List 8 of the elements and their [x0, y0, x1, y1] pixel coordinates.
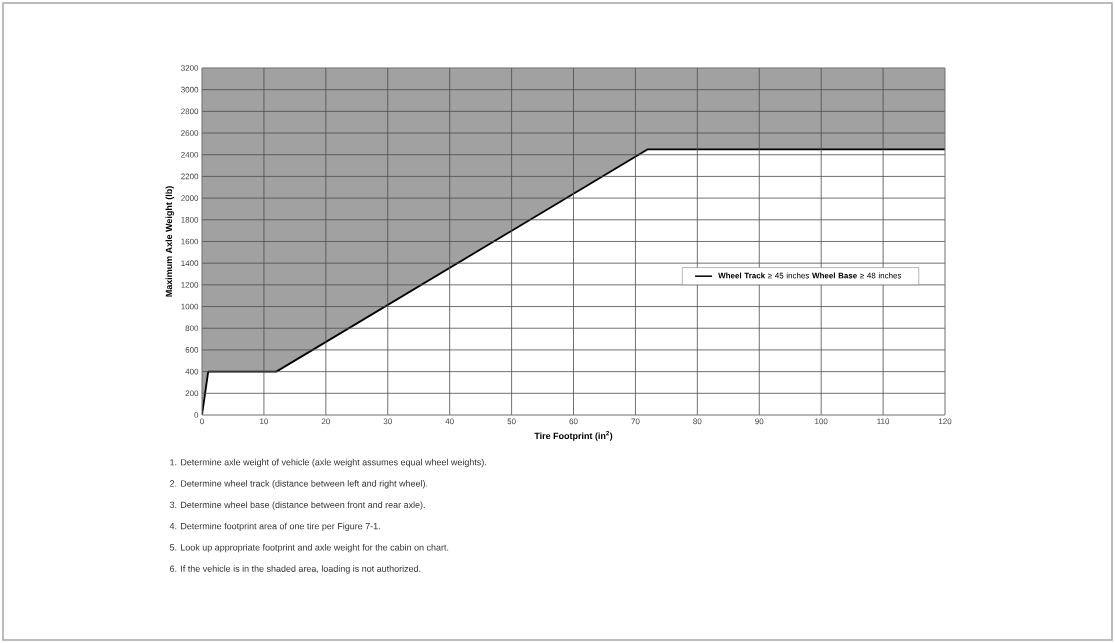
- text: 6. If the vehicle is in the shaded area, loading is not authorized.: [169, 565, 421, 574]
- text: 1. Determine axle weight of vehicle (axle weight assumes equal wheel weights).: [170, 458, 486, 468]
- y-axis-title: Maximum Axle Weight (lb): [165, 186, 174, 297]
- text: 2. Determine wheel track (distance between left and right wheel).: [169, 480, 428, 489]
- text: 5. Look up appropriate footprint and axle weight for the cabin on chart.: [169, 544, 449, 553]
- text: 4. Determine footprint area of one tire per Figure 7-1.: [169, 522, 380, 532]
- text: 3. Determine wheel base (distance between front and rear axle).: [169, 501, 425, 510]
- text: Tire Footprint (in$^{2}$): [534, 430, 613, 441]
